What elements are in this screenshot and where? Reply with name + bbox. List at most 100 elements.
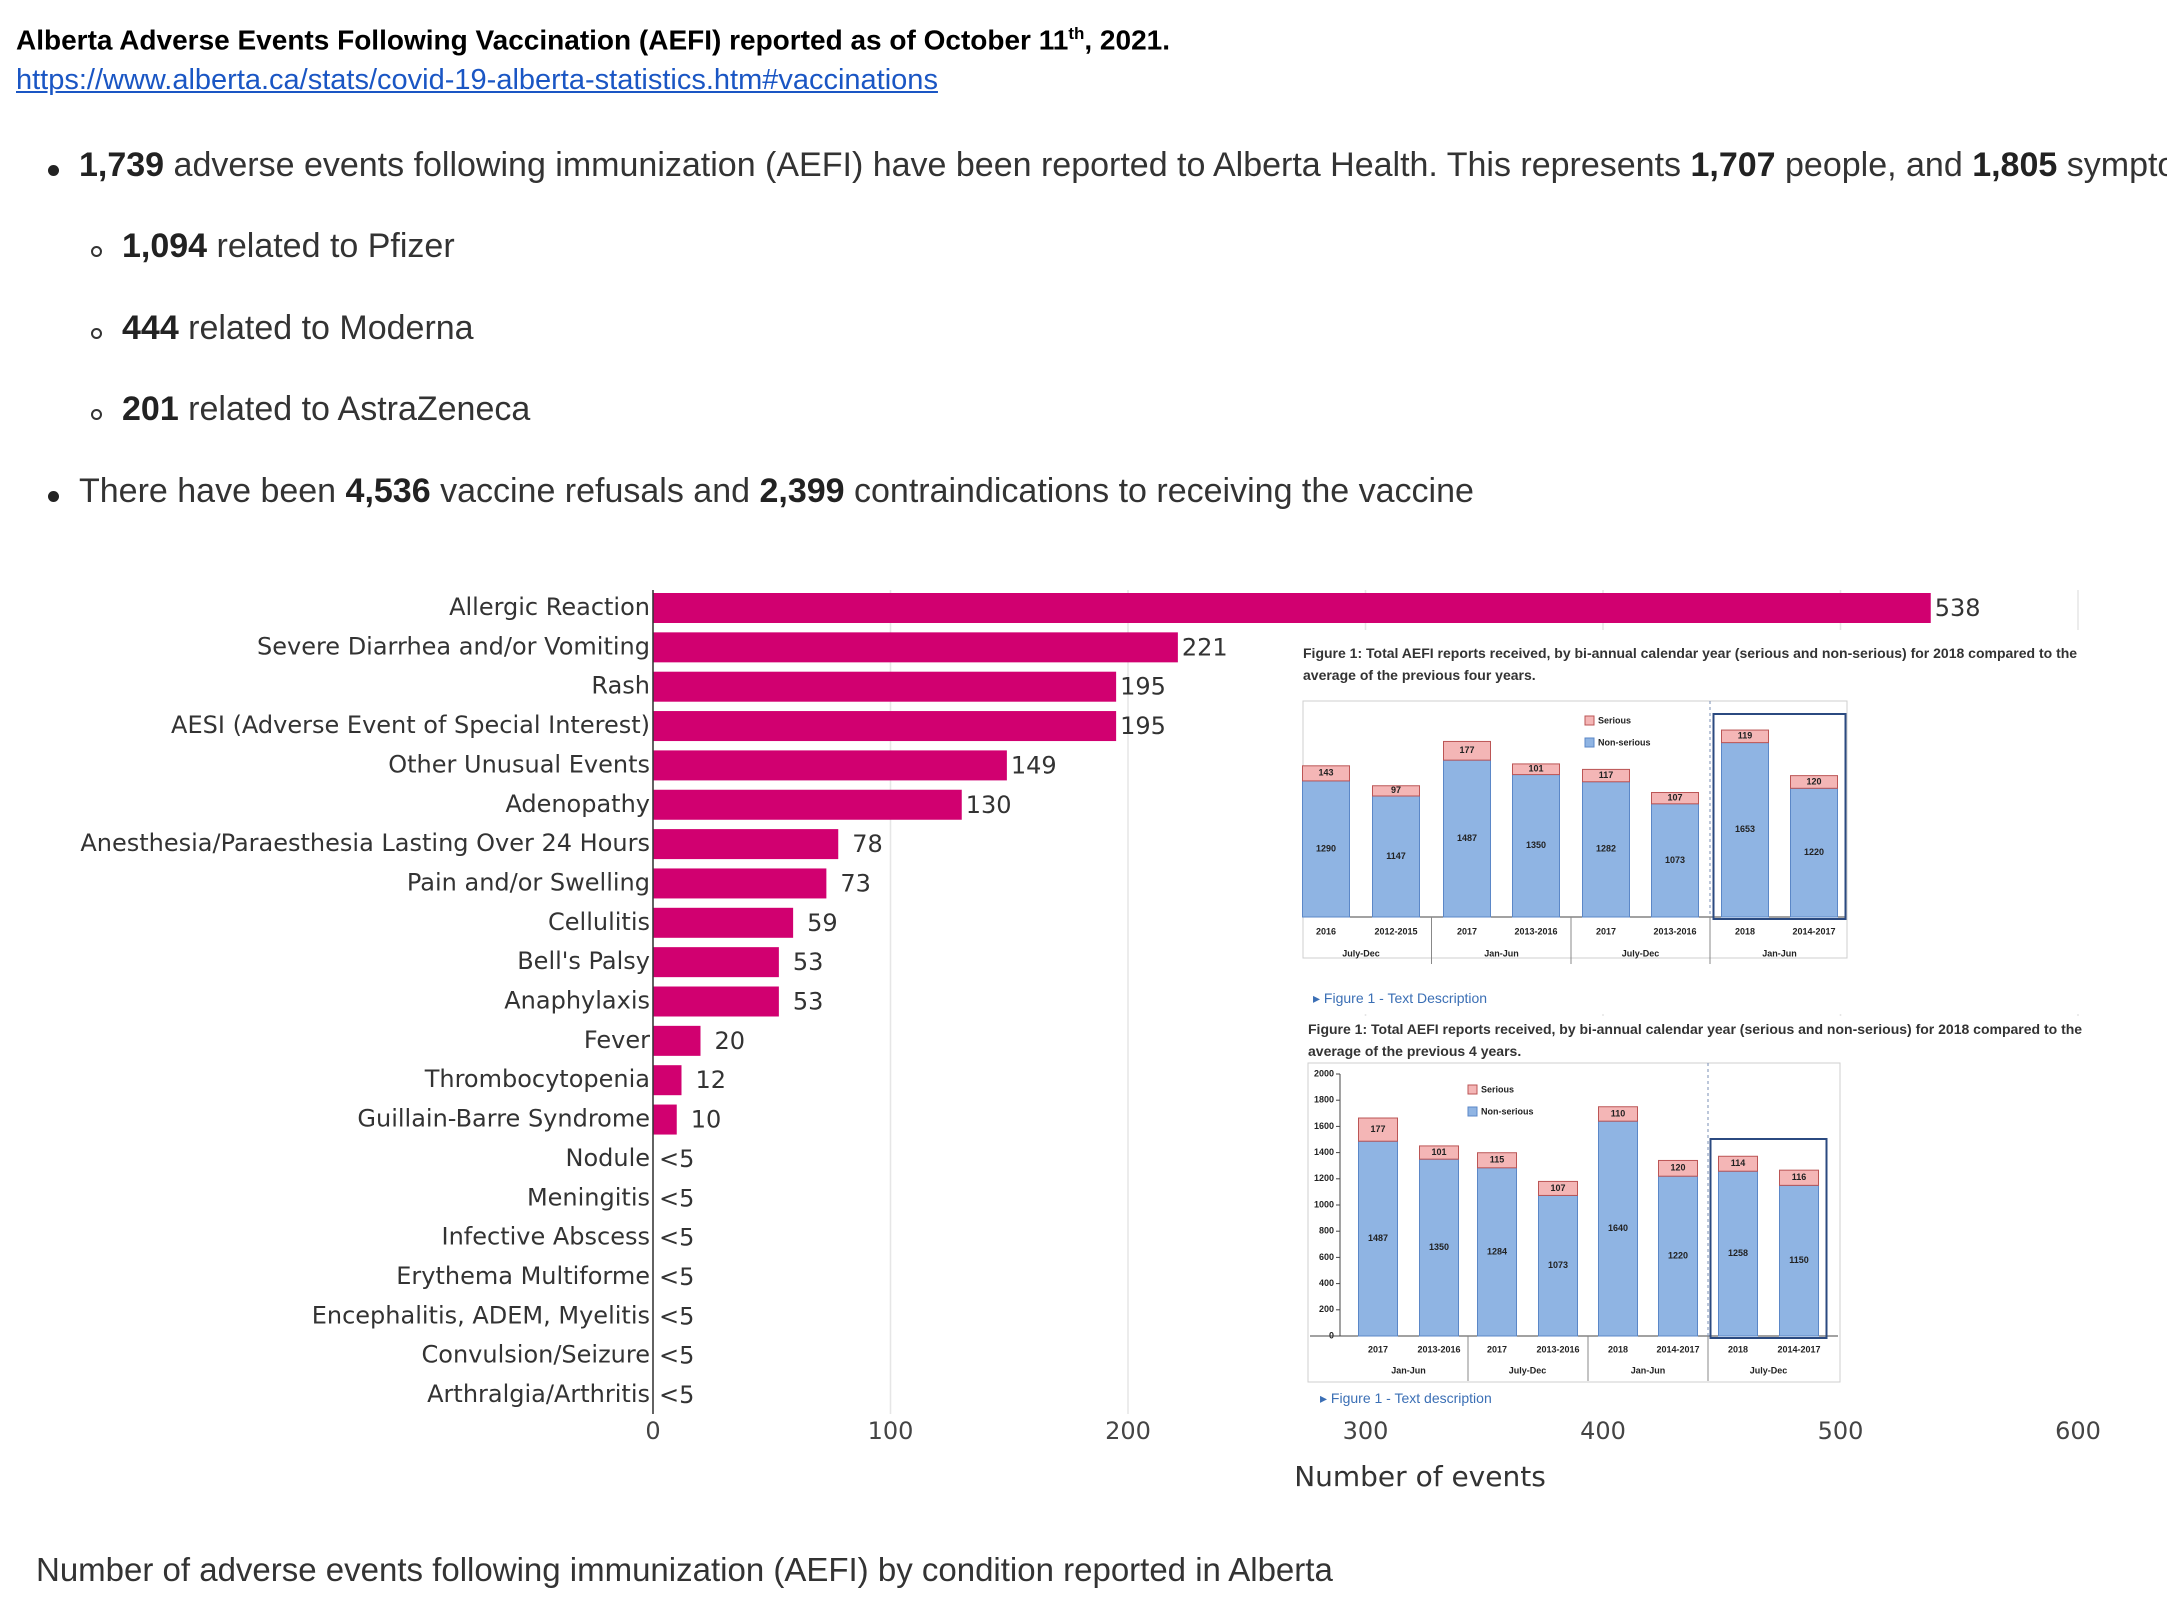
bar-value-label: 117 (1599, 770, 1614, 780)
bar-serious (1582, 768, 1630, 783)
bold-text: 201 (122, 390, 179, 428)
bold-text: 1,805 (1972, 146, 2058, 184)
category-label: 2017 (1596, 926, 1616, 936)
category-label: 2017 (1368, 1344, 1388, 1354)
value-label: 538 (1935, 594, 1981, 622)
y-tick-label: 0 (1329, 1330, 1334, 1340)
bullet-ring (91, 409, 102, 420)
value-label: <5 (659, 1145, 694, 1173)
bar-non-serious (1598, 1120, 1638, 1337)
figure-title: Figure 1: Total AEFI reports received, b… (1308, 1021, 2083, 1059)
value-label: 53 (793, 988, 824, 1016)
title-sup: th (1068, 24, 1085, 43)
group-label: Jan-Jun (1631, 1365, 1666, 1375)
category-label: Guillain-Barre Syndrome (357, 1105, 650, 1133)
legend-label: Serious (1598, 715, 1631, 725)
x-tick-label: 600 (2055, 1417, 2101, 1445)
bar-non-serious (1582, 781, 1630, 918)
legend-label: Non-serious (1481, 1106, 1534, 1116)
bold-text: 444 (122, 309, 179, 347)
text: There have been (79, 472, 346, 510)
bar-value-label: 177 (1370, 1124, 1385, 1134)
y-tick-label: 1200 (1314, 1173, 1334, 1183)
bullet-dot (48, 491, 59, 502)
bar (653, 986, 779, 1017)
bar-value-label: 1487 (1368, 1233, 1388, 1243)
bar (653, 671, 1117, 702)
value-label: <5 (659, 1302, 694, 1330)
bar (653, 750, 1007, 781)
legend-swatch (1467, 1106, 1478, 1117)
bullet-item: 1,094 related to Pfizer (122, 227, 455, 266)
bar-value-label: 1487 (1457, 833, 1477, 843)
bar-non-serious (1443, 759, 1491, 918)
source-link[interactable]: https://www.alberta.ca/stats/covid-19-al… (16, 64, 938, 96)
bar-serious (1779, 1169, 1819, 1186)
category-label: Severe Diarrhea and/or Vomiting (257, 632, 650, 660)
bar-value-label: 1147 (1386, 851, 1406, 861)
bar-value-label: 1220 (1804, 847, 1824, 857)
bar-value-label: 101 (1528, 764, 1543, 774)
bar (653, 593, 1931, 623)
bar (653, 632, 1178, 663)
x-tick-label: 0 (645, 1417, 660, 1445)
legend-label: Serious (1481, 1084, 1514, 1094)
bar (653, 789, 962, 820)
category-label: 2013-2016 (1653, 926, 1696, 936)
bar-serious (1790, 775, 1838, 789)
bar-non-serious (1538, 1194, 1578, 1337)
value-label: 20 (715, 1027, 746, 1055)
bar-serious (1718, 1155, 1758, 1172)
category-label: Convulsion/Seizure (422, 1341, 650, 1369)
y-tick-label: 800 (1319, 1226, 1334, 1236)
category-label: Adenopathy (505, 790, 650, 818)
bar-non-serious (1790, 787, 1838, 918)
figure-link[interactable]: ▸ Figure 1 - Text description (1320, 1390, 1492, 1406)
bar-serious (1302, 765, 1350, 782)
y-tick-label: 2000 (1314, 1068, 1334, 1078)
text: related to AstraZeneca (178, 390, 531, 428)
bar-non-serious (1302, 780, 1350, 918)
bullet-item: There have been 4,536 vaccine refusals a… (79, 472, 1474, 511)
bar-serious (1538, 1180, 1578, 1196)
bar-value-label: 1653 (1735, 824, 1755, 834)
value-label: <5 (659, 1342, 694, 1370)
category-label: Thrombocytopenia (424, 1065, 650, 1093)
bar-non-serious (1419, 1158, 1459, 1337)
category-label: Rash (591, 672, 650, 700)
category-label: 2014-2017 (1792, 926, 1835, 936)
category-label: 2012-2015 (1374, 926, 1417, 936)
category-label: 2013-2016 (1536, 1344, 1579, 1354)
category-label: 2014-2017 (1656, 1344, 1699, 1354)
category-label: Anesthesia/Paraesthesia Lasting Over 24 … (80, 829, 650, 857)
bar (653, 711, 1117, 742)
category-label: 2017 (1487, 1344, 1507, 1354)
category-label: Allergic Reaction (449, 593, 650, 621)
bar-value-label: 1220 (1668, 1250, 1688, 1260)
value-label: 130 (966, 791, 1012, 819)
category-label: 2018 (1728, 1344, 1748, 1354)
y-tick-label: 1000 (1314, 1199, 1334, 1209)
page-title: Alberta Adverse Events Following Vaccina… (16, 24, 1170, 56)
bar (653, 1065, 682, 1096)
legend-label: Non-serious (1598, 737, 1651, 747)
value-label: 53 (793, 948, 824, 976)
bar-value-label: 1284 (1487, 1246, 1507, 1256)
highlight-box (1712, 713, 1847, 920)
bullet-ring (91, 246, 102, 257)
bar-value-label: 1073 (1665, 855, 1685, 865)
bar-serious (1419, 1145, 1459, 1160)
figure-link[interactable]: ▸ Figure 1 - Text Description (1313, 990, 1488, 1006)
bar-non-serious (1718, 1170, 1758, 1337)
bar-serious (1721, 729, 1769, 744)
bar-value-label: 97 (1391, 785, 1401, 795)
category-label: 2014-2017 (1777, 1344, 1820, 1354)
bullet-item: 1,739 adverse events following immunizat… (79, 146, 2167, 185)
category-label: 2013-2016 (1417, 1344, 1460, 1354)
bar-value-label: 1640 (1608, 1223, 1628, 1233)
bar-non-serious (1358, 1140, 1398, 1337)
bullet-item: 444 related to Moderna (122, 309, 474, 348)
x-tick-label: 100 (868, 1417, 914, 1445)
bar-non-serious (1651, 803, 1699, 918)
